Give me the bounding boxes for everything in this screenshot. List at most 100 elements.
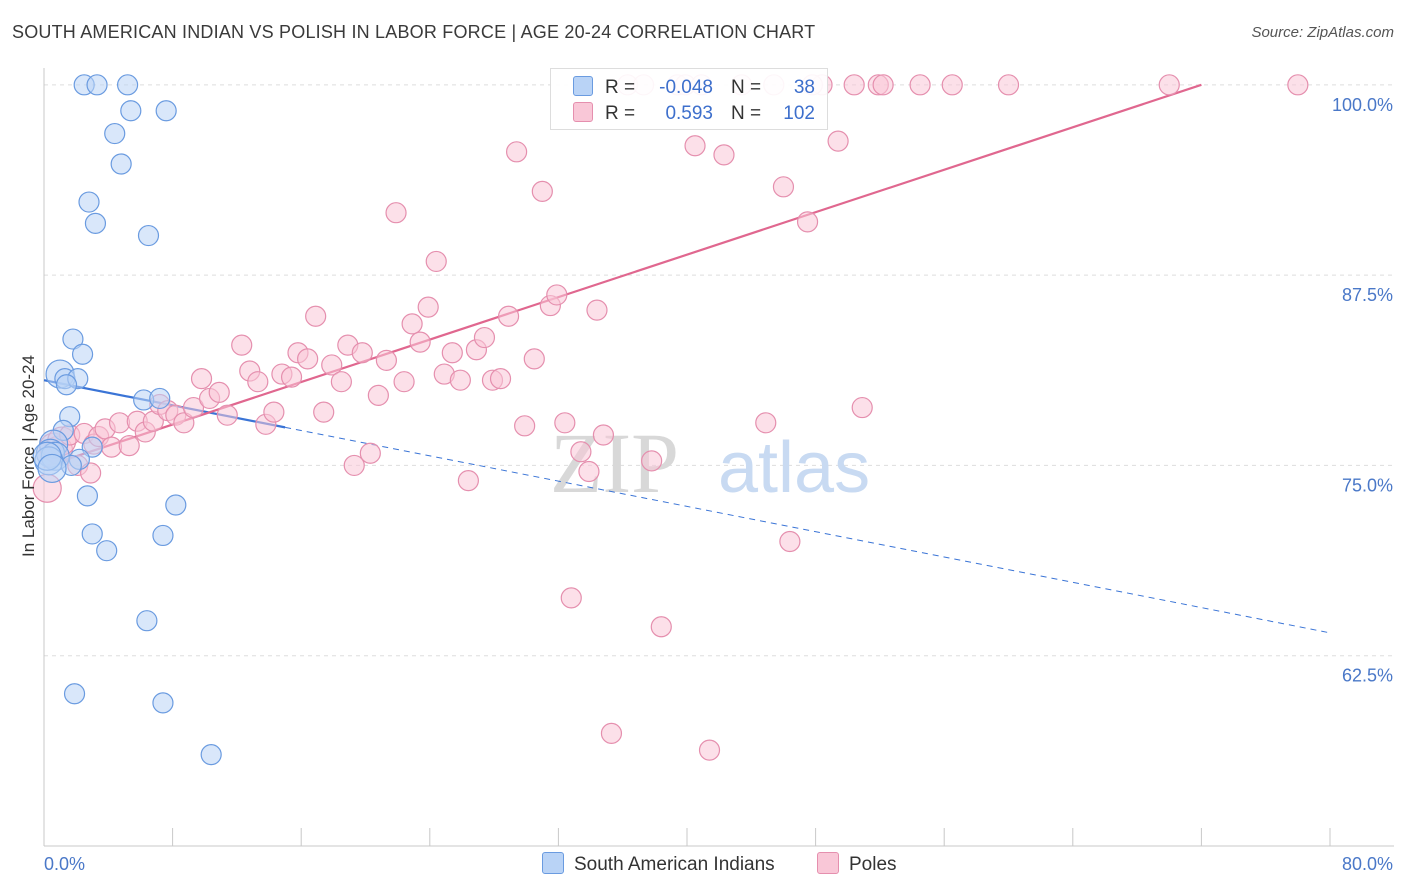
- poles-point: [586, 299, 608, 321]
- poles-trend-line: [43, 83, 1202, 468]
- x-tick-label: 0.0%: [44, 854, 85, 874]
- poles-point: [997, 74, 1020, 96]
- poles-point: [367, 384, 389, 406]
- south-american-point: [96, 540, 118, 562]
- poles-point: [497, 305, 520, 327]
- poles-point: [330, 371, 352, 393]
- poles-point: [190, 368, 213, 390]
- south-american-point: [84, 212, 107, 234]
- y-axis-label: In Labor Force | Age 20-24: [19, 355, 38, 557]
- poles-point: [441, 342, 463, 364]
- poles-point: [100, 436, 123, 458]
- poles-point: [698, 739, 721, 761]
- poles-point: [247, 371, 269, 393]
- poles-point: [173, 412, 195, 434]
- y-tick-label: 100.0%: [1332, 95, 1393, 115]
- legend-swatch-south-american: [573, 76, 593, 96]
- poles-point: [208, 381, 230, 403]
- south-american-point: [137, 224, 160, 247]
- poles-point: [231, 334, 253, 356]
- watermark-atlas: atlas: [718, 428, 870, 508]
- poles-point: [755, 412, 777, 434]
- poles-point: [425, 250, 447, 273]
- poles-point: [80, 462, 102, 484]
- poles-point: [851, 396, 873, 419]
- legend-r-label: R =: [605, 77, 636, 98]
- source-label: Source: ZipAtlas.com: [1251, 24, 1394, 41]
- poles-point: [489, 368, 512, 390]
- poles-point: [514, 415, 536, 437]
- poles-point: [796, 211, 819, 233]
- poles-point: [280, 366, 303, 388]
- poles-point: [263, 401, 285, 423]
- poles-point: [592, 424, 615, 446]
- trend-lines: [43, 83, 1331, 634]
- south-american-point: [81, 436, 103, 458]
- poles-point: [473, 326, 496, 349]
- poles-point: [351, 342, 373, 364]
- bottom-legend-south-american: South American Indians: [542, 852, 775, 876]
- poles-point: [182, 396, 205, 419]
- bottom-legend-swatch-poles: [817, 852, 839, 874]
- south-american-point: [116, 74, 139, 96]
- poles-point: [560, 587, 582, 609]
- poles-point: [578, 460, 600, 483]
- south-american-point: [86, 74, 108, 96]
- bottom-legend-swatch-south-american: [542, 852, 564, 874]
- poles-point: [570, 441, 592, 463]
- poles-point: [713, 144, 735, 166]
- poles-point: [297, 348, 319, 370]
- poles-point: [546, 284, 568, 306]
- poles-point: [385, 202, 407, 224]
- south-american-point: [110, 153, 132, 175]
- poles-point: [449, 369, 471, 391]
- poles-point: [506, 141, 528, 163]
- poles-point: [409, 331, 431, 353]
- poles-point: [843, 74, 865, 96]
- poles-point: [523, 348, 545, 370]
- south-american-point: [55, 374, 78, 396]
- poles-point: [641, 450, 663, 472]
- bottom-legend-label-poles: Poles: [849, 854, 897, 875]
- legend-n-value: 102: [783, 103, 815, 124]
- poles-point: [827, 130, 849, 152]
- poles-point: [909, 74, 931, 96]
- south-american-trend-dashed: [285, 426, 1331, 634]
- south-american-point: [62, 328, 84, 350]
- poles-point: [321, 354, 343, 376]
- chart-title: SOUTH AMERICAN INDIAN VS POLISH IN LABOR…: [12, 22, 816, 42]
- poles-point: [650, 616, 672, 638]
- y-tick-label: 87.5%: [1342, 285, 1393, 305]
- legend-n-value: 38: [793, 77, 815, 98]
- legend-n-label: N =: [731, 103, 762, 124]
- south-american-point: [152, 692, 174, 714]
- south-american-point: [165, 494, 187, 516]
- south-american-point: [136, 610, 158, 632]
- south-american-point: [149, 387, 171, 410]
- legend-row-poles: R = 0.593 N = 102: [573, 102, 815, 126]
- bottom-legend-label-south-american: South American Indians: [574, 854, 775, 875]
- y-tick-label: 75.0%: [1342, 475, 1393, 495]
- poles-point: [118, 435, 140, 457]
- poles-point: [313, 401, 335, 423]
- poles-point: [108, 412, 131, 434]
- poles-point: [600, 722, 623, 744]
- poles-point: [872, 74, 894, 96]
- legend-r-value: 0.593: [665, 103, 713, 124]
- bottom-legend-poles: Poles: [817, 852, 897, 876]
- south-american-point: [104, 122, 126, 145]
- poles-point: [393, 371, 415, 393]
- south-american-point: [37, 453, 67, 484]
- y-tick-label: 62.5%: [1342, 666, 1393, 686]
- south-american-point: [155, 100, 177, 122]
- south-american-point: [63, 683, 86, 705]
- poles-point: [779, 530, 801, 553]
- south-american-point: [120, 100, 142, 122]
- correlation-legend: R = -0.048 N = 38 R = 0.593 N = 102: [550, 68, 828, 130]
- legend-r-value: -0.048: [659, 77, 713, 98]
- south-american-point: [81, 523, 103, 545]
- poles-point: [684, 135, 706, 157]
- tick-labels: 62.5% 75.0% 87.5% 100.0% 0.0% 80.0%: [44, 95, 1393, 874]
- poles-point: [216, 404, 238, 426]
